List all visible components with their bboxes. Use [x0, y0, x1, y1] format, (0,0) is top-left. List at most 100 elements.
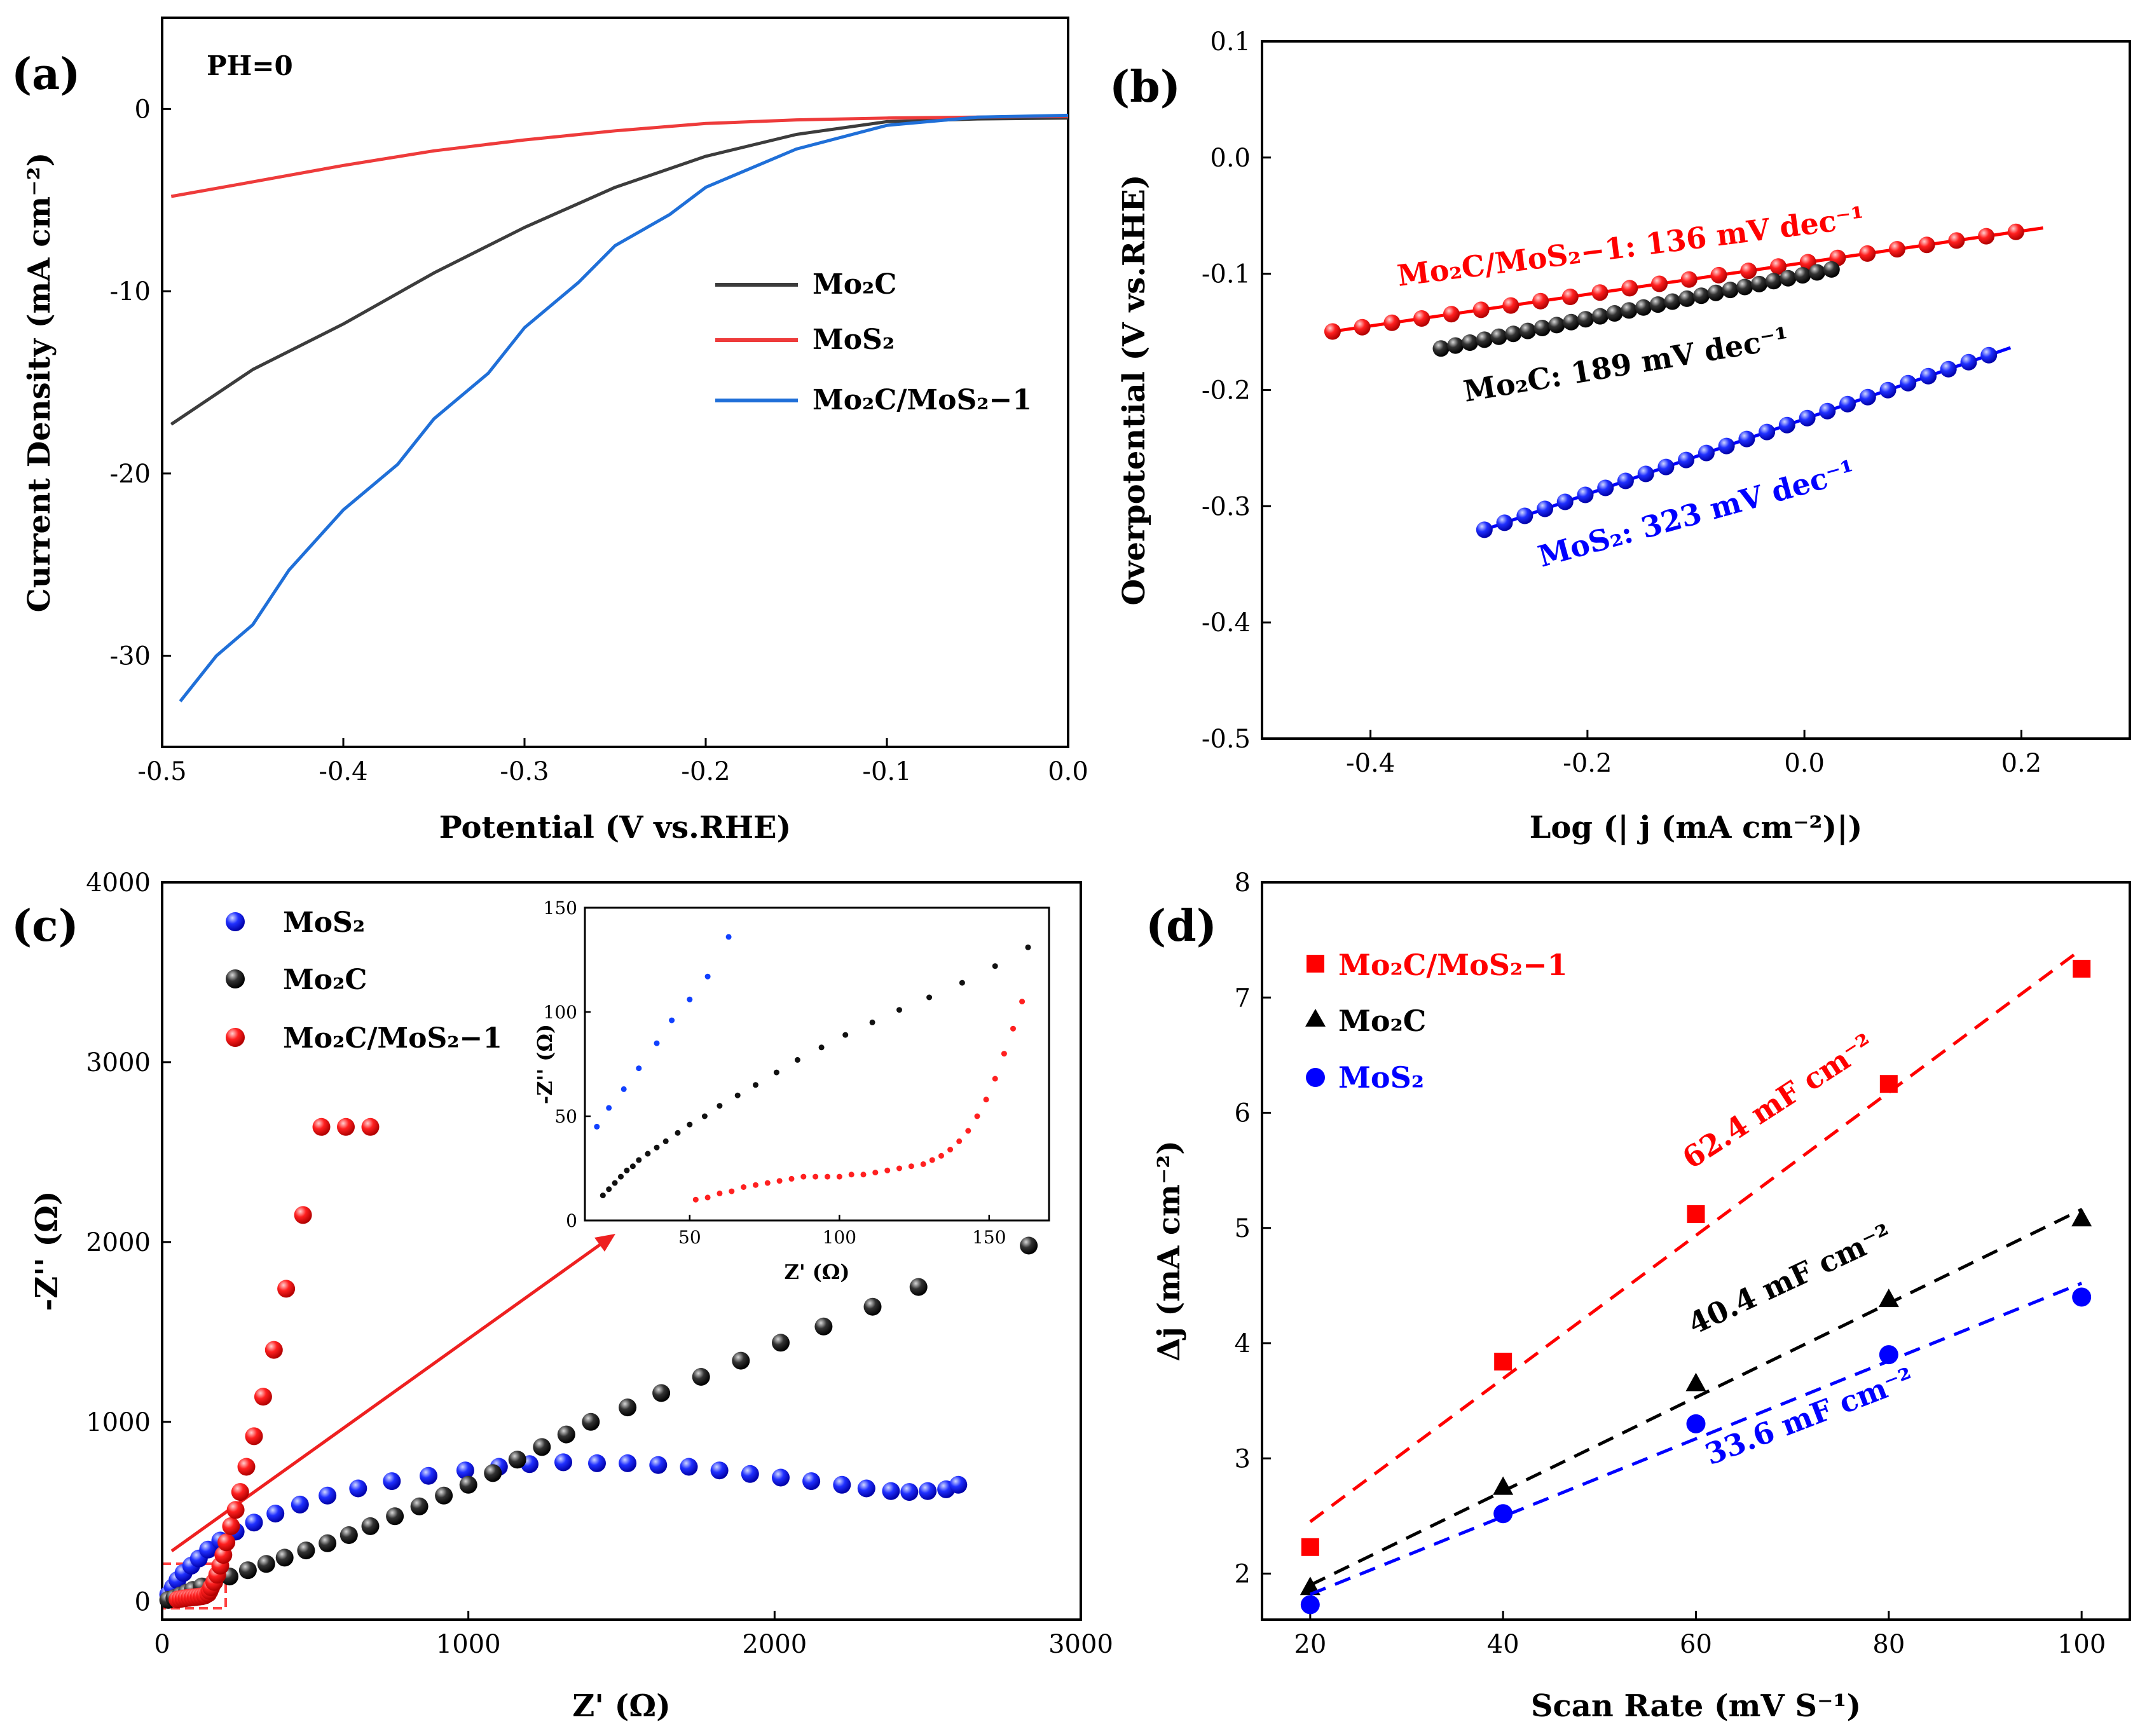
- panel-c-point-2-24: [264, 1341, 283, 1359]
- panel-b-point-0-7: [1532, 292, 1549, 310]
- panel-c-point-2-19: [226, 1501, 245, 1519]
- panel-d: (d) Mo₂C/MoS₂−1 Mo₂C MoS₂ 62.4 mF cm⁻² 4…: [1146, 868, 2131, 1724]
- panel-d-point-1-3: [1878, 1288, 1899, 1308]
- legend-marker-composite: [1307, 955, 1324, 973]
- panel-b-point-0-2: [1383, 314, 1401, 331]
- inset-xlabel: Z' (Ω): [784, 1260, 849, 1284]
- panel-b-point-1-4: [1490, 328, 1507, 345]
- inset-point-2-20: [929, 1157, 935, 1163]
- panel-c-point-0-12: [319, 1486, 337, 1505]
- panel-b-point-1-26: [1809, 264, 1825, 281]
- inset-point-2-16: [884, 1167, 891, 1173]
- inset-point-1-10: [675, 1130, 681, 1136]
- panel-b-point-0-19: [1888, 241, 1905, 258]
- inset-point-0-7: [704, 973, 711, 980]
- legend-label-mo2c: Mo₂C: [1338, 1004, 1426, 1038]
- panel-b-point-0-4: [1443, 306, 1460, 323]
- panel-c-point-1-25: [652, 1384, 671, 1402]
- inset-ylabel: -Z'' (Ω): [533, 1024, 557, 1104]
- panel-c-point-1-28: [772, 1334, 790, 1352]
- panel-d-point-1-2: [1685, 1372, 1706, 1391]
- legend-label-mo2c: Mo₂C: [283, 964, 367, 996]
- panel-b-xtick-label-2: 0.0: [1784, 749, 1825, 778]
- panel-c-point-0-6: [199, 1540, 217, 1559]
- panel-b-ytick-label-2: -0.3: [1202, 492, 1251, 521]
- panel-c-point-1-18: [459, 1475, 477, 1494]
- legend-marker-mo2c: [226, 969, 245, 988]
- inset-point-1-5: [629, 1163, 636, 1170]
- panel-c-point-0-20: [588, 1454, 606, 1472]
- inset-ytick-label-1: 50: [554, 1106, 577, 1127]
- legend-marker-composite: [226, 1028, 245, 1047]
- inset-point-2-19: [920, 1161, 926, 1167]
- panel-c-point-0-27: [802, 1472, 821, 1491]
- panel-c-xtick-label-0: 0: [154, 1630, 170, 1659]
- panel-c-point-1-9: [257, 1555, 275, 1573]
- inset-point-2-6: [764, 1180, 771, 1186]
- panel-c-point-1-14: [361, 1517, 380, 1535]
- panel-d-point-0-2: [1687, 1205, 1705, 1223]
- inset-point-1-13: [717, 1103, 723, 1109]
- panel-b-point-0-21: [1948, 232, 1965, 249]
- panel-b-ytick-label-0: -0.5: [1202, 725, 1251, 754]
- panel-b-point-2-13: [1738, 430, 1755, 448]
- panel-c-point-0-14: [383, 1472, 401, 1491]
- inset-point-1-18: [818, 1044, 825, 1051]
- panel-d-point-1-4: [2071, 1208, 2092, 1227]
- panel-d-xtick-label-0: 20: [1294, 1630, 1326, 1659]
- panel-d-ytick-label-5: 7: [1235, 983, 1251, 1013]
- inset-point-0-4: [654, 1040, 660, 1046]
- panel-c-point-0-9: [245, 1514, 263, 1532]
- inset-point-0-8: [725, 934, 732, 940]
- panel-b-point-1-21: [1736, 278, 1753, 296]
- panel-c-point-0-24: [710, 1461, 729, 1480]
- panel-c-point-1-31: [909, 1278, 928, 1296]
- annotation-mos2-cdl: 33.6 mF cm⁻²: [1701, 1361, 1919, 1472]
- inset-point-1-25: [1025, 944, 1031, 950]
- panel-c-point-0-16: [456, 1461, 474, 1480]
- panel-b-point-2-16: [1799, 409, 1816, 427]
- panel-b-point-1-19: [1707, 284, 1724, 301]
- panel-b-point-2-22: [1920, 367, 1937, 385]
- panel-b-point-1-2: [1462, 334, 1478, 351]
- inset-point-2-29: [1010, 1025, 1016, 1032]
- panel-c-point-2-23: [254, 1388, 272, 1406]
- panel-c-xtick-label-2: 2000: [742, 1630, 807, 1659]
- panel-a-annotation: PH=0: [207, 50, 293, 81]
- panel-c-point-2-22: [245, 1427, 263, 1446]
- panel-c-point-1-23: [582, 1412, 600, 1431]
- panel-b-point-1-23: [1765, 273, 1782, 290]
- panel-d-ytick-label-6: 8: [1235, 868, 1251, 898]
- panel-b-point-2-6: [1597, 479, 1614, 496]
- inset-point-1-15: [753, 1082, 758, 1088]
- panel-c-point-1-15: [386, 1507, 404, 1526]
- panel-d-point-2-3: [1879, 1345, 1898, 1365]
- inset-frame: [584, 906, 1050, 1222]
- inset-point-0-5: [669, 1017, 675, 1023]
- panel-c-point-1-32: [1020, 1236, 1038, 1255]
- inset-point-1-24: [992, 963, 998, 969]
- inset-point-1-7: [645, 1151, 651, 1157]
- panel-b-point-0-3: [1413, 310, 1430, 327]
- inset-point-2-21: [938, 1152, 944, 1159]
- inset-point-1-20: [869, 1019, 875, 1025]
- panel-b-point-2-7: [1617, 472, 1634, 489]
- panel-b-point-0-5: [1472, 301, 1490, 318]
- panel-c-point-0-29: [857, 1479, 875, 1498]
- inset-point-1-1: [606, 1186, 612, 1193]
- inset-point-1-22: [926, 994, 933, 1001]
- panel-b-point-1-25: [1794, 267, 1811, 284]
- panel-d-point-2-4: [2072, 1287, 2092, 1307]
- inset-point-2-26: [983, 1097, 989, 1103]
- inset-point-1-11: [687, 1121, 693, 1128]
- inset-point-1-0: [600, 1193, 606, 1199]
- panel-b-point-0-11: [1651, 275, 1668, 292]
- inset-point-1-23: [959, 980, 965, 986]
- inset-point-2-7: [776, 1178, 783, 1184]
- panel-b-label: (b): [1109, 62, 1181, 113]
- panel-d-xtick-label-1: 40: [1487, 1630, 1519, 1659]
- panel-b-point-2-21: [1900, 374, 1917, 392]
- legend-label-composite: Mo₂C/MoS₂−1: [1338, 948, 1568, 982]
- inset-point-2-24: [965, 1128, 971, 1134]
- panel-b-point-1-9: [1563, 313, 1580, 331]
